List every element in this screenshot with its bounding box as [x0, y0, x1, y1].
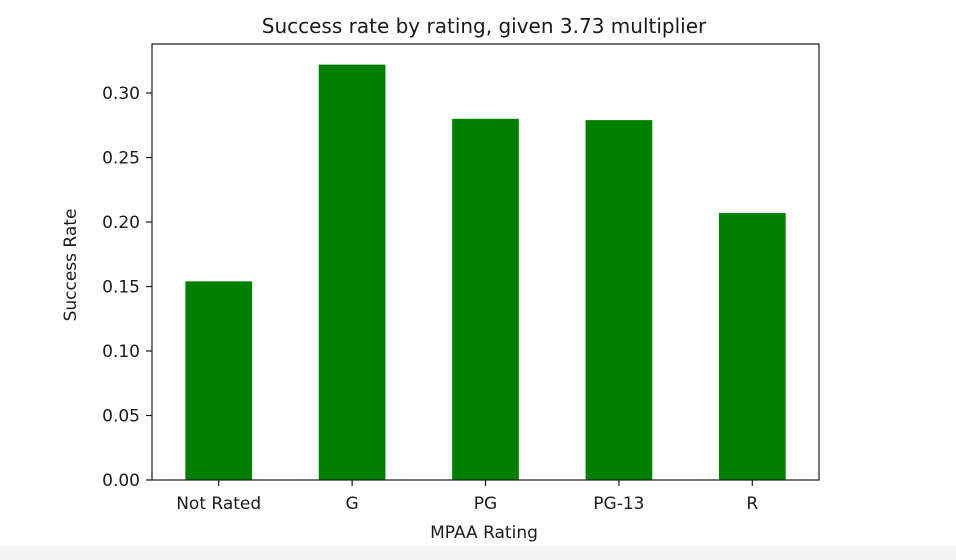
x-axis: Not Rated G PG PG-13 R	[176, 480, 758, 514]
y-tick-label: 0.15	[102, 278, 140, 298]
y-tick-label: 0.05	[102, 407, 140, 427]
y-tick-label: 0.20	[102, 213, 140, 233]
y-tick-label: 0.30	[102, 84, 140, 104]
bar	[185, 281, 253, 480]
plot-frame	[151, 43, 820, 481]
y-tick-label: 0.25	[102, 149, 140, 169]
bottom-strip	[0, 546, 956, 560]
y-tick-label: 0.00	[102, 471, 140, 491]
x-tick-label: Not Rated	[176, 494, 261, 514]
x-tick-label: PG	[474, 494, 497, 514]
bar-chart: Success rate by rating, given 3.73 multi…	[61, 14, 820, 543]
bars-layer	[185, 64, 786, 481]
chart-container: Success rate by rating, given 3.73 multi…	[61, 14, 820, 543]
x-tick-label: PG-13	[593, 494, 644, 514]
bar	[718, 212, 786, 481]
chart-title: Success rate by rating, given 3.73 multi…	[262, 14, 707, 38]
y-axis: 0.00 0.05 0.10 0.15 0.20 0.25 0.30	[102, 84, 152, 491]
bar	[318, 64, 386, 481]
y-axis-title: Success Rate	[61, 209, 81, 322]
bar	[452, 118, 519, 481]
x-tick-label: R	[746, 494, 758, 514]
x-tick-label: G	[346, 494, 359, 514]
x-axis-title: MPAA Rating	[430, 523, 538, 543]
y-tick-label: 0.10	[102, 342, 140, 362]
bar	[585, 120, 653, 480]
